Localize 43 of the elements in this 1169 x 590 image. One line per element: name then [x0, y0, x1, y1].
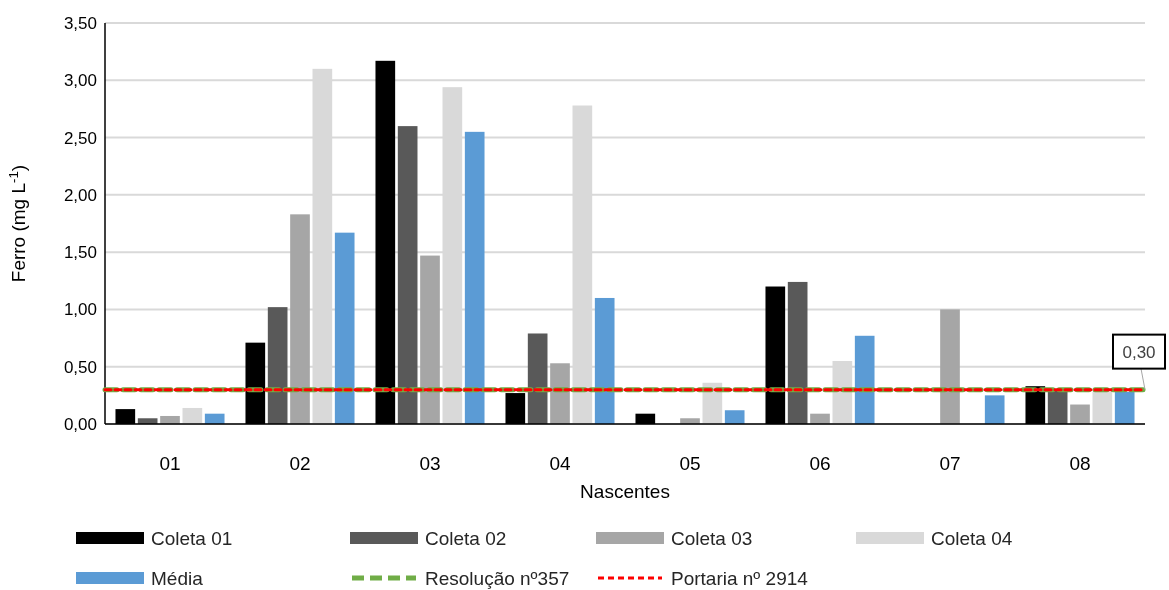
- bar: [724, 410, 745, 424]
- bar: [420, 255, 440, 424]
- bar: [1114, 391, 1135, 424]
- legend-label: Média: [151, 568, 204, 589]
- x-tick-label: 03: [419, 453, 441, 474]
- x-tick-label: 01: [159, 453, 181, 474]
- bar: [267, 307, 288, 424]
- bar: [984, 395, 1005, 424]
- bar: [1070, 404, 1090, 424]
- legend-label: Portaria nº 2914: [671, 568, 809, 589]
- legend-label: Coleta 01: [151, 528, 233, 549]
- x-tick-label: 07: [939, 453, 961, 474]
- bar: [1092, 391, 1113, 424]
- bar: [854, 335, 875, 424]
- y-tick-label: 3,50: [63, 14, 97, 33]
- y-tick-label: 1,50: [63, 243, 97, 263]
- legend-label: Coleta 02: [425, 528, 507, 549]
- y-tick-label: 0,50: [63, 357, 97, 377]
- y-tick-label: 1,00: [63, 300, 97, 320]
- bar: [290, 214, 310, 424]
- y-tick-label: 2,00: [63, 185, 97, 205]
- bar: [397, 126, 418, 424]
- legend-label: Resolução nº357: [425, 568, 570, 589]
- bar: [787, 281, 808, 424]
- y-tick-label: 0,00: [63, 415, 97, 434]
- bar: [334, 232, 355, 424]
- legend-label: Coleta 03: [671, 528, 753, 549]
- legend-label: Coleta 04: [931, 528, 1013, 549]
- x-axis-title: Nascentes: [580, 481, 670, 502]
- x-tick-label: 08: [1069, 453, 1091, 474]
- bar: [940, 309, 960, 424]
- bar: [594, 297, 615, 424]
- x-tick-label: 04: [549, 453, 571, 474]
- bar: [464, 131, 485, 424]
- y-tick-label: 2,50: [63, 128, 97, 148]
- bar: [527, 333, 548, 424]
- annotation: 0,30: [1122, 342, 1156, 362]
- x-tick-label: 05: [679, 453, 701, 474]
- y-tick-label: 3,00: [63, 71, 97, 91]
- x-tick-label: 02: [289, 453, 311, 474]
- bar: [182, 407, 203, 424]
- x-tick-label: 06: [809, 453, 831, 474]
- bar: [550, 363, 570, 424]
